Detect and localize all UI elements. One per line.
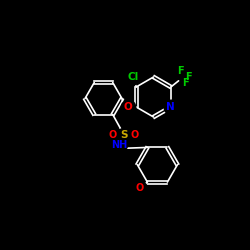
Text: F: F (182, 78, 189, 88)
Text: NH: NH (112, 140, 128, 150)
Text: Cl: Cl (128, 72, 139, 82)
Text: O: O (108, 130, 117, 140)
Text: F: F (178, 66, 184, 76)
Text: O: O (130, 130, 138, 140)
Text: O: O (136, 183, 144, 193)
Text: S: S (120, 130, 127, 140)
Text: F: F (185, 72, 192, 82)
Text: N: N (166, 102, 175, 112)
Text: O: O (123, 102, 132, 112)
